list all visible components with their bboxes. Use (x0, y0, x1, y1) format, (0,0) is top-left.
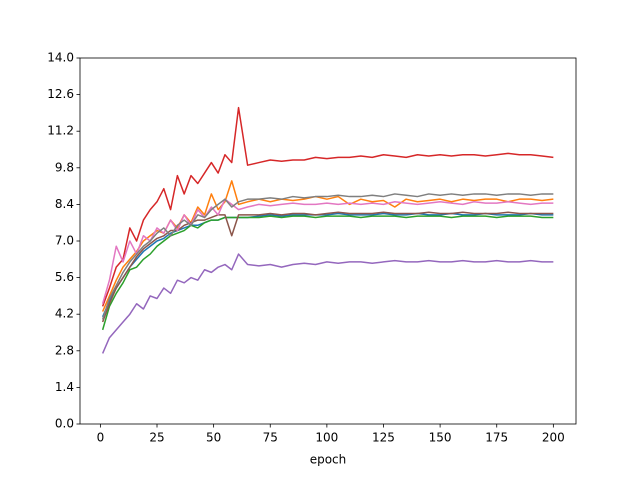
y-tick-label: 9.8 (55, 160, 74, 174)
y-tick-label: 2.8 (55, 343, 74, 357)
series-line (101, 212, 554, 318)
x-tick-label: 175 (485, 431, 508, 445)
x-tick-label: 75 (263, 431, 278, 445)
series-line (101, 198, 554, 304)
y-tick-label: 5.6 (55, 270, 74, 284)
series-line (101, 215, 554, 331)
x-tick-label: 125 (372, 431, 395, 445)
y-tick-label: 0.0 (55, 417, 74, 431)
y-tick-label: 1.4 (55, 380, 74, 394)
series-line (101, 180, 554, 312)
series-line (101, 193, 554, 320)
series-line (101, 211, 554, 323)
series-line (101, 106, 554, 307)
x-tick-label: 25 (149, 431, 164, 445)
x-tick-label: 150 (429, 431, 452, 445)
x-tick-label: 50 (206, 431, 221, 445)
y-tick-label: 7.0 (55, 234, 74, 248)
y-tick-label: 11.2 (47, 124, 74, 138)
y-tick-label: 14.0 (47, 51, 74, 65)
x-tick-label: 0 (97, 431, 105, 445)
x-tick-label: 100 (315, 431, 338, 445)
y-tick-label: 4.2 (55, 307, 74, 321)
y-tick-label: 8.4 (55, 197, 74, 211)
y-tick-label: 12.6 (47, 87, 74, 101)
x-tick-label: 200 (542, 431, 565, 445)
x-axis-label: epoch (310, 453, 347, 467)
series-line (101, 253, 554, 354)
